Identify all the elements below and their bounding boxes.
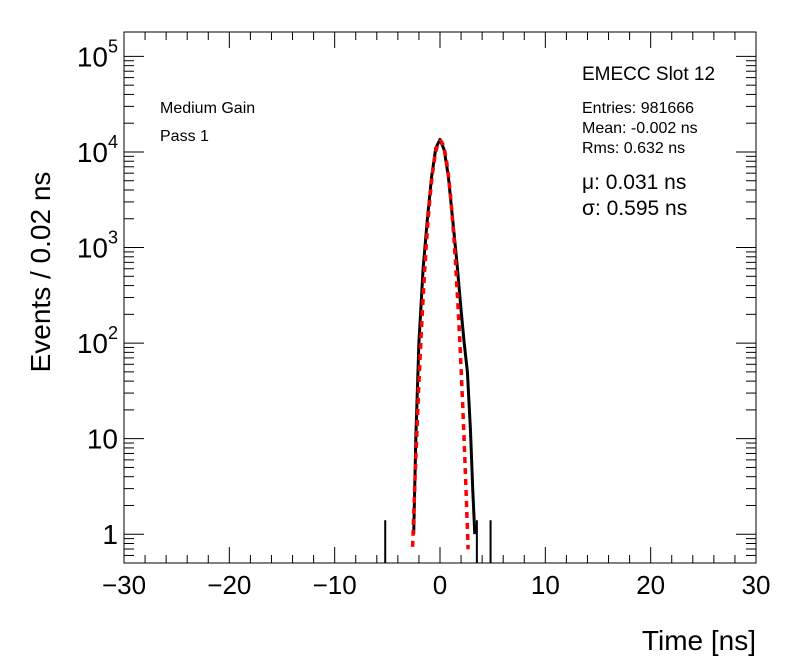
gaussian-fit-series <box>410 139 470 550</box>
fit-mu: μ: 0.031 ns <box>582 171 686 194</box>
x-tick-label: 20 <box>636 570 665 600</box>
x-tick-label: −20 <box>207 570 251 600</box>
pass-label: Pass 1 <box>160 128 209 145</box>
x-axis-label: Time [ns] <box>642 625 756 656</box>
entries-stat: Entries: 981666 <box>582 100 694 117</box>
x-tick-label: 10 <box>531 570 560 600</box>
slot-label: EMECC Slot 12 <box>582 64 715 85</box>
rms-stat: Rms: 0.632 ns <box>582 140 685 157</box>
y-axis: 1 10 102 103 104 105 <box>77 36 756 564</box>
y-tick-label: 102 <box>77 323 118 359</box>
x-tick-label: 30 <box>742 570 771 600</box>
y-tick-label: 103 <box>77 228 118 264</box>
fit-sigma: σ: 0.595 ns <box>582 197 687 220</box>
y-tick-label: 1 <box>102 519 118 550</box>
x-axis: −30 −20 −10 0 10 20 30 <box>102 32 771 600</box>
mean-stat: Mean: -0.002 ns <box>582 120 698 137</box>
plot-marks <box>384 138 492 563</box>
gain-label: Medium Gain <box>160 100 255 117</box>
y-tick-label: 105 <box>77 36 118 72</box>
y-axis-label: Events / 0.02 ns <box>25 172 56 373</box>
x-tick-label: −10 <box>313 570 357 600</box>
x-tick-label: −30 <box>102 570 146 600</box>
y-tick-label: 104 <box>77 132 118 168</box>
y-tick-label: 10 <box>87 424 118 455</box>
x-tick-label: 0 <box>433 570 447 600</box>
histogram-series <box>412 138 477 535</box>
